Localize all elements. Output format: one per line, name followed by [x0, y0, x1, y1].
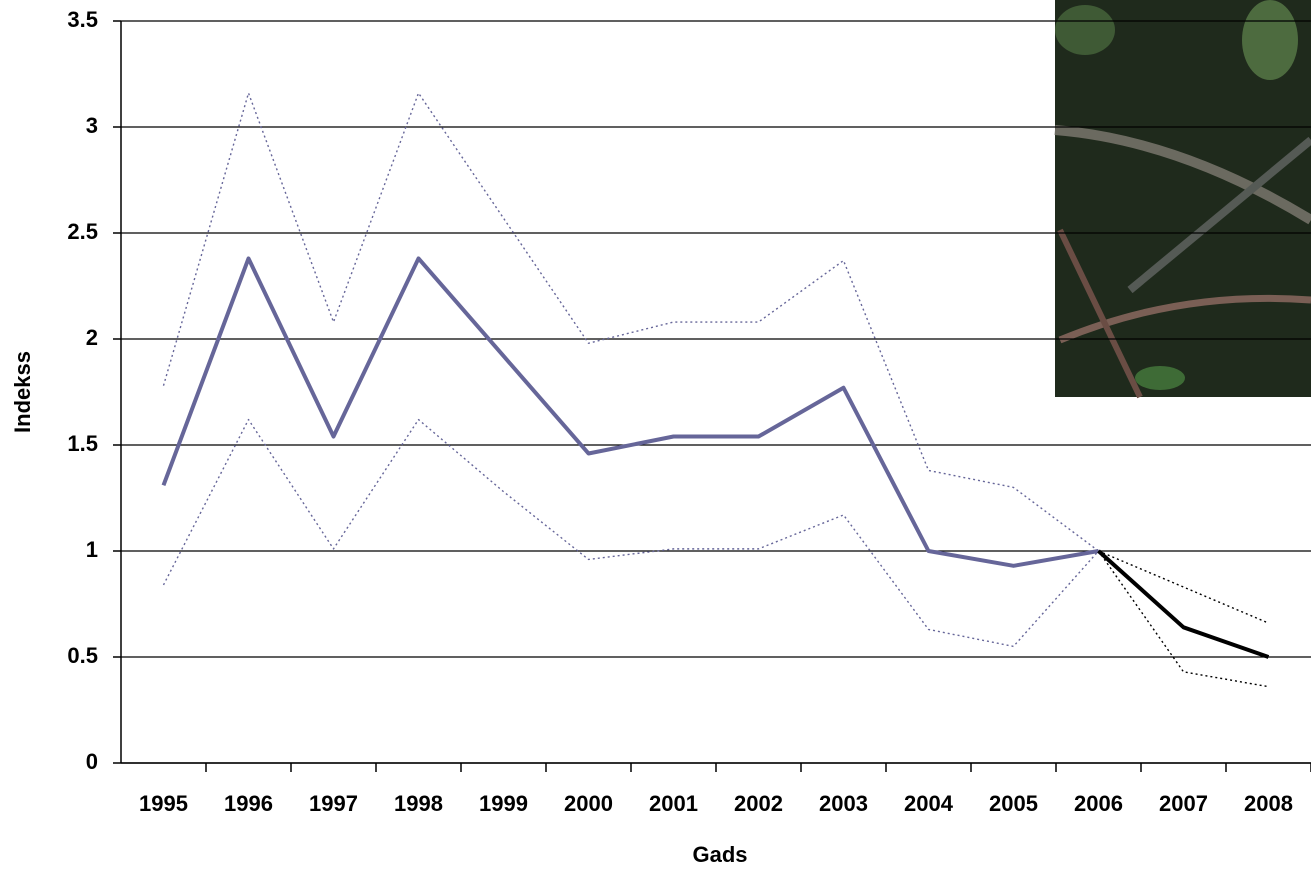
x-tick-label: 1999 — [479, 791, 528, 816]
y-tick-label: 2 — [86, 325, 98, 350]
y-axis-label: Indekss — [10, 351, 35, 433]
index-line — [161, 256, 1099, 568]
index-line — [1097, 549, 1270, 659]
bound-line — [1098, 550, 1269, 624]
photo — [1054, 0, 1311, 399]
x-tick-label: 2002 — [734, 791, 783, 816]
y-tick-label: 3.5 — [67, 7, 98, 32]
x-tick-label: 1995 — [139, 791, 188, 816]
y-tick-label: 0 — [86, 749, 98, 774]
x-tick-label: 1998 — [394, 791, 443, 816]
x-tick-label: 2004 — [904, 791, 954, 816]
x-tick-label: 1996 — [224, 791, 273, 816]
bound-line — [162, 92, 1099, 552]
x-tick-label: 2007 — [1159, 791, 1208, 816]
y-tick-label: 3 — [86, 113, 98, 138]
x-tick-label: 2006 — [1074, 791, 1123, 816]
x-tick-label: 2000 — [564, 791, 613, 816]
x-tick-label: 2003 — [819, 791, 868, 816]
y-tick-label: 2.5 — [67, 219, 98, 244]
x-tick-label: 1997 — [309, 791, 358, 816]
bound-line — [162, 418, 1100, 648]
x-axis-label: Gads — [692, 842, 747, 867]
y-tick-label: 1 — [86, 537, 98, 562]
x-tick-label: 2008 — [1244, 791, 1293, 816]
bound-line — [1097, 550, 1269, 688]
y-tick-label: 0.5 — [67, 643, 98, 668]
x-tick-label: 2005 — [989, 791, 1038, 816]
y-tick-label: 1.5 — [67, 431, 98, 456]
x-tick-label: 2001 — [649, 791, 698, 816]
